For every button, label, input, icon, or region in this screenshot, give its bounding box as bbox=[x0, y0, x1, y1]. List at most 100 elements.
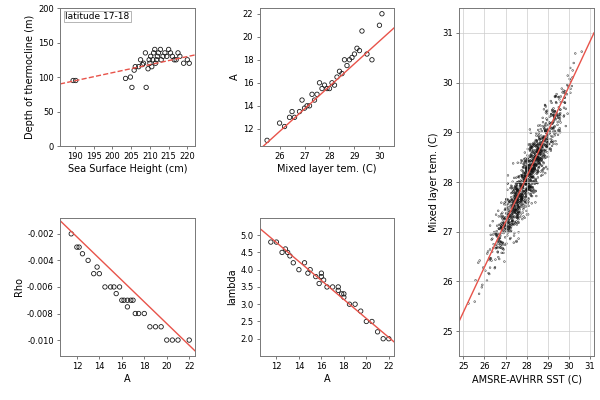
Point bbox=[473, 260, 483, 266]
Point bbox=[506, 228, 515, 235]
Point bbox=[527, 168, 537, 175]
Point bbox=[501, 219, 511, 226]
Point bbox=[527, 174, 536, 180]
Point bbox=[512, 188, 522, 194]
Point bbox=[554, 94, 564, 100]
Point bbox=[504, 226, 514, 232]
Point bbox=[151, 60, 160, 66]
Point bbox=[503, 180, 512, 187]
Point bbox=[532, 156, 542, 162]
Point bbox=[517, 188, 527, 195]
Point bbox=[503, 201, 513, 207]
Point bbox=[548, 137, 557, 144]
Point bbox=[509, 203, 519, 210]
Point bbox=[551, 116, 560, 122]
Point bbox=[518, 188, 528, 195]
Point bbox=[562, 91, 572, 98]
Point bbox=[502, 226, 511, 232]
Point bbox=[530, 142, 539, 149]
Point bbox=[505, 203, 515, 210]
Point bbox=[505, 212, 515, 218]
Point bbox=[553, 114, 563, 121]
Point bbox=[526, 168, 535, 174]
Point bbox=[539, 106, 549, 112]
Point bbox=[518, 182, 527, 188]
Point bbox=[533, 140, 543, 147]
Point bbox=[515, 180, 525, 186]
Point bbox=[532, 155, 541, 162]
Point bbox=[517, 216, 527, 222]
Point bbox=[536, 156, 546, 163]
Point bbox=[508, 205, 518, 211]
Point bbox=[540, 136, 550, 142]
Point bbox=[534, 141, 544, 147]
Point bbox=[537, 157, 547, 164]
Point bbox=[535, 129, 544, 135]
Point bbox=[536, 149, 545, 155]
Point bbox=[536, 142, 546, 148]
Point bbox=[530, 152, 540, 158]
Point bbox=[528, 189, 538, 196]
Point bbox=[334, 284, 343, 290]
Point bbox=[538, 138, 548, 144]
Point bbox=[537, 135, 547, 141]
Point bbox=[527, 143, 536, 150]
Point bbox=[502, 232, 512, 239]
Point bbox=[526, 154, 536, 160]
Point bbox=[506, 216, 516, 222]
Point bbox=[512, 183, 522, 189]
Point bbox=[506, 190, 516, 196]
Point bbox=[529, 158, 538, 164]
Point bbox=[514, 178, 523, 185]
Point bbox=[502, 224, 512, 231]
Point bbox=[521, 190, 531, 197]
Point bbox=[340, 56, 349, 63]
Point bbox=[157, 324, 166, 330]
Point bbox=[531, 154, 541, 160]
Point bbox=[498, 220, 508, 226]
Point bbox=[497, 214, 507, 220]
Point bbox=[542, 134, 552, 140]
Point bbox=[536, 147, 546, 153]
Point bbox=[511, 196, 520, 203]
Point bbox=[485, 222, 495, 229]
Point bbox=[550, 115, 559, 121]
Point bbox=[532, 180, 542, 186]
Point bbox=[503, 204, 513, 210]
Point bbox=[493, 222, 502, 229]
Point bbox=[167, 53, 177, 60]
Point bbox=[551, 93, 561, 100]
Point bbox=[554, 96, 564, 102]
Point bbox=[521, 194, 530, 200]
Point bbox=[518, 209, 527, 216]
Point bbox=[520, 162, 529, 168]
Point bbox=[565, 65, 575, 71]
Point bbox=[551, 130, 560, 136]
Point bbox=[491, 245, 501, 251]
Point bbox=[536, 158, 546, 164]
Point bbox=[559, 113, 569, 120]
Point bbox=[530, 142, 539, 148]
Point bbox=[514, 201, 523, 208]
Point bbox=[548, 106, 557, 113]
Point bbox=[517, 174, 527, 180]
Point bbox=[504, 221, 514, 228]
Point bbox=[527, 174, 536, 180]
Point bbox=[509, 203, 519, 210]
Point bbox=[500, 258, 509, 265]
Point bbox=[550, 115, 560, 122]
Point bbox=[377, 10, 387, 17]
Point bbox=[509, 200, 518, 206]
Point bbox=[521, 163, 531, 170]
Point bbox=[512, 194, 521, 200]
Point bbox=[551, 100, 561, 106]
Point bbox=[511, 188, 520, 195]
Point bbox=[317, 270, 326, 276]
Point bbox=[512, 186, 521, 192]
Point bbox=[525, 126, 535, 133]
Point bbox=[530, 141, 540, 148]
Point bbox=[560, 100, 570, 106]
Point bbox=[169, 56, 179, 63]
Point bbox=[495, 241, 505, 247]
Point bbox=[362, 318, 371, 325]
